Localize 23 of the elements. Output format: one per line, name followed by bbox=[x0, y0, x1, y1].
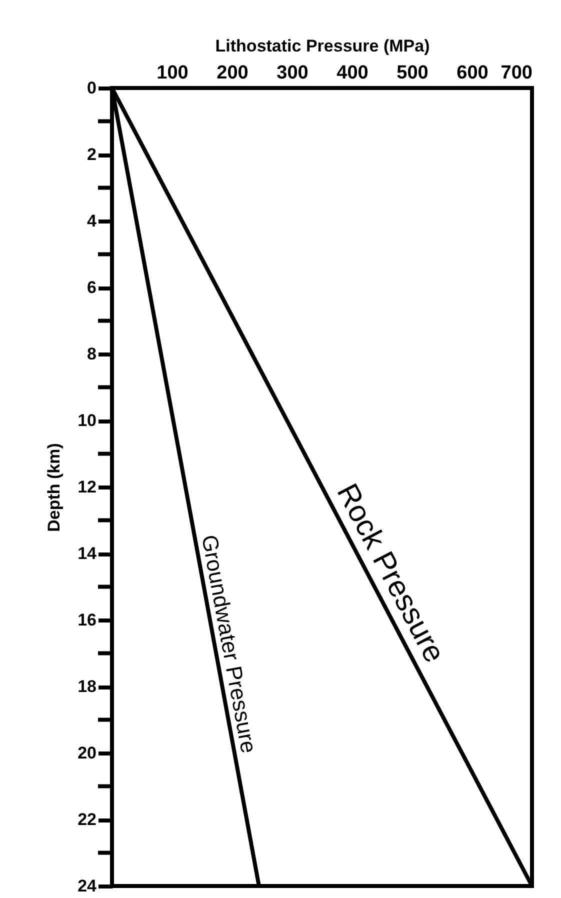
x-tick-label: 400 bbox=[336, 62, 368, 84]
y-tick-label: 2 bbox=[87, 145, 96, 164]
y-tick-label: 20 bbox=[78, 744, 96, 762]
y-tick-label: 6 bbox=[87, 278, 96, 297]
y-tick-label: 16 bbox=[78, 610, 96, 630]
y-axis-title: Depth (km) bbox=[44, 443, 64, 532]
y-tick-label: 4 bbox=[87, 212, 98, 230]
x-tick-label: 700 bbox=[500, 62, 532, 84]
x-tick-label: 300 bbox=[276, 62, 308, 84]
y-tick-label: 12 bbox=[78, 478, 96, 496]
y-tick-label: 10 bbox=[78, 411, 96, 430]
text: Groundwater Pressure bbox=[196, 532, 262, 756]
y-tick-label: 24 bbox=[78, 876, 98, 896]
y-tick-label: 8 bbox=[87, 344, 96, 364]
x-tick-label: 200 bbox=[216, 62, 248, 84]
y-tick-label: 0 bbox=[87, 78, 96, 98]
x-tick-label: 100 bbox=[156, 62, 188, 84]
x-tick-label: 600 bbox=[456, 62, 488, 84]
y-tick-label: 14 bbox=[78, 544, 98, 563]
y-tick-label: 18 bbox=[78, 677, 96, 696]
x-tick-label: 500 bbox=[396, 62, 428, 84]
x-axis-title: Lithostatic Pressure (MPa) bbox=[215, 36, 430, 56]
y-tick-label: 22 bbox=[78, 810, 96, 829]
